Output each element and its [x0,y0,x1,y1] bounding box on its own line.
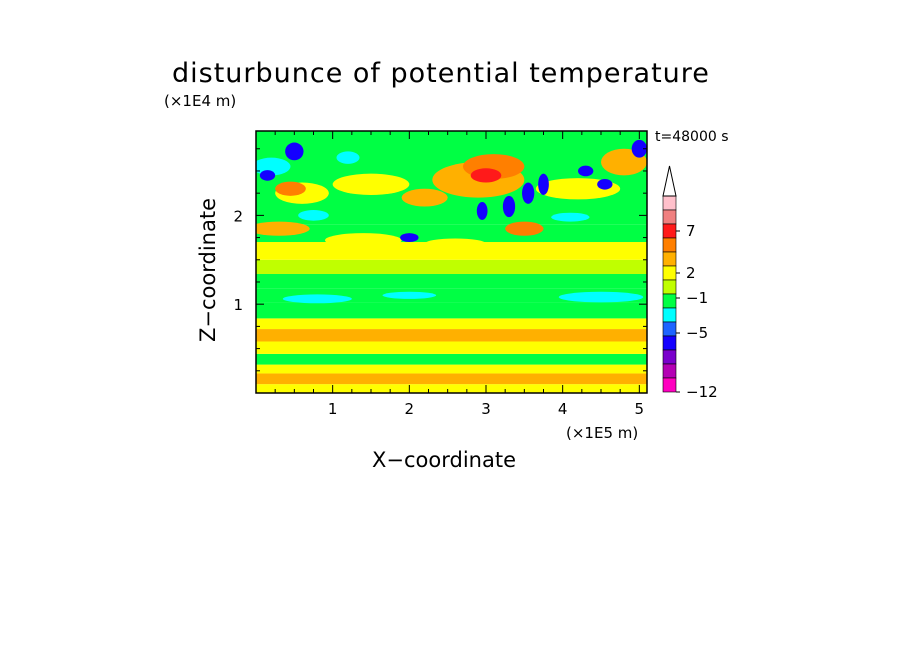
heatmap-band-7 [256,302,647,319]
heatmap-cell-20 [336,151,360,164]
x-tick-label: 2 [405,400,415,418]
heatmap-cell-19 [259,170,276,181]
colorbar-swatch [662,293,677,309]
x-tick-label: 5 [635,400,645,418]
heatmap-cell-23 [476,202,488,220]
colorbar-swatch [662,265,677,281]
colorbar-swatch [662,349,677,365]
colorbar-swatch [662,321,677,337]
heatmap-band-5 [256,329,647,342]
heatmap-band-6 [256,318,647,330]
heatmap-band-8 [256,288,647,303]
heatmap-cell-1 [382,291,437,299]
chart-title: disturbunce of potential temperature [172,58,710,89]
heatmap-band-10 [256,259,647,274]
y-tick-label: 2 [233,207,243,225]
heatmap-cell-25 [578,165,594,177]
heatmap-cell-22 [522,182,535,204]
axis-ticks: 1 2 3 4 5 1 2 [233,131,647,418]
y-tick-label: 1 [233,296,243,314]
heatmap-area [256,131,647,393]
heatmap-band-1 [256,373,647,385]
x-tick-label: 4 [558,400,568,418]
colorbar-swatch [662,237,677,253]
y-axis-unit: (×1E4 m) [164,92,237,110]
colorbar-swatch [662,335,677,351]
colorbar-swatch [662,223,677,239]
heatmap-cell-6 [256,221,310,236]
colorbar-swatch [662,363,677,379]
x-tick-label: 1 [328,400,338,418]
heatmap-cell-30 [551,212,590,222]
colorbar-label: −12 [686,383,718,401]
heatmap-cell-24 [538,173,549,195]
colorbar-label: −5 [686,324,708,342]
heatmap-cell-0 [282,294,352,304]
colorbar-label: 2 [686,264,696,282]
heatmap-cell-9 [401,188,448,207]
colorbar-extend-arrow [662,165,677,197]
colorbar-swatch [662,377,677,393]
heatmap-cell-12 [470,168,502,183]
colorbar-swatch [662,307,677,323]
heatmap-cell-13 [505,221,544,236]
colorbar-swatch [662,195,677,211]
heatmap-band-3 [256,353,647,365]
heatmap-cell-26 [597,178,613,190]
colorbar-swatch [662,279,677,295]
heatmap-cell-2 [558,291,644,303]
heatmap-cell-27 [631,139,647,158]
heatmap-cell-7 [332,173,410,195]
x-axis-unit: (×1E5 m) [566,424,639,442]
heatmap-cell-21 [502,195,516,218]
colorbar-swatch [662,209,677,225]
heatmap-cell-29 [298,210,329,221]
heatmap-cell-18 [285,142,304,161]
heatmap-band-9 [256,273,647,289]
plot-frame [255,130,648,394]
colorbar: 7 2 −1 −5 −12 [662,165,718,401]
colorbar-swatch [662,251,677,267]
heatmap-cell-28 [400,233,419,243]
heatmap-cell-5 [516,245,578,257]
colorbar-label: 7 [686,222,696,240]
x-tick-label: 3 [481,400,491,418]
time-label: t=48000 s [655,129,729,145]
heatmap-cell-4 [424,238,487,250]
heatmap-band-0 [256,384,647,393]
heatmap-cell-3 [325,233,402,248]
x-axis-label: X−coordinate [372,448,516,472]
heatmap-band-2 [256,364,647,374]
heatmap-cell-16 [275,181,306,196]
heatmap-band-4 [256,341,647,354]
colorbar-label: −1 [686,289,708,307]
